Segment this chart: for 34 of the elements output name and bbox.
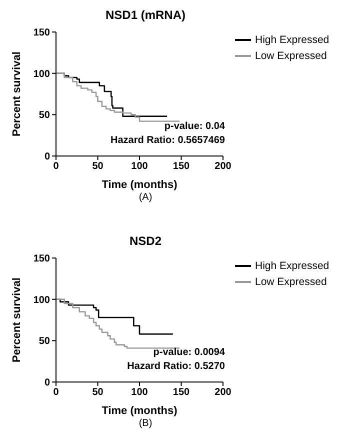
annotation: Hazard Ratio: 0.5657469	[110, 134, 225, 148]
y-tick-label: 0	[44, 152, 50, 163]
y-tick-label: 150	[33, 254, 50, 265]
annotation: Hazard Ratio: 0.5270	[127, 360, 225, 374]
text: (B)	[138, 418, 154, 429]
legend-label: High Expressed	[255, 34, 330, 46]
legend-label: Low Expressed	[255, 50, 327, 62]
x-tick-label: 200	[214, 161, 232, 172]
x-tick-label: 100	[131, 387, 148, 398]
text: (A)	[138, 192, 154, 203]
y-tick-label: 100	[33, 294, 50, 306]
y-tick-label: 0	[44, 378, 50, 389]
x-tick-label: 200	[214, 387, 232, 398]
annotation: p-value: 0.0094	[152, 346, 225, 360]
x-tick-label: 0	[53, 387, 60, 398]
x-tick-label: 50	[92, 161, 104, 172]
x-tick-label: 150	[172, 387, 190, 398]
x-axis-title: Time (months)	[102, 405, 178, 417]
y-tick-label: 100	[33, 68, 50, 80]
x-axis-title: Time (months)	[102, 179, 178, 191]
x-tick-label: 150	[172, 161, 190, 172]
y-tick-label: 50	[38, 110, 50, 122]
annotation: p-value: 0.04	[163, 120, 225, 134]
chart-title: NSD1 (mRNA)	[104, 8, 186, 22]
y-tick-label: 50	[38, 336, 50, 348]
x-tick-label: 100	[131, 161, 148, 172]
x-tick-label: 50	[92, 387, 104, 398]
legend-label: Low Expressed	[255, 276, 327, 288]
y-axis-title: Percent survival	[10, 278, 23, 362]
y-axis-title: Percent survival	[10, 52, 23, 136]
legend-label: High Expressed	[255, 260, 330, 272]
y-tick-label: 150	[33, 28, 50, 39]
chart-title: NSD2	[128, 234, 162, 248]
x-tick-label: 0	[53, 161, 60, 172]
